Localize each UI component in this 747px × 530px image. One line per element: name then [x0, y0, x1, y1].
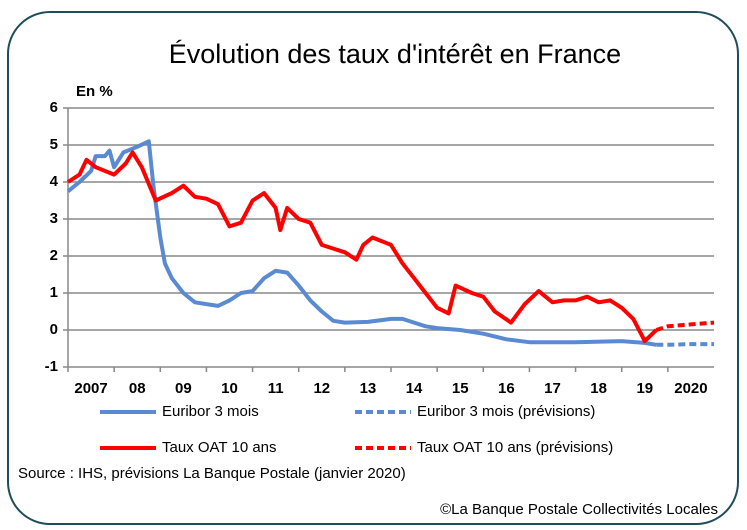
x-tick-label: 2007 [74, 380, 107, 397]
x-tick-label: 2020 [674, 380, 707, 397]
y-tick-label: 5 [50, 136, 58, 153]
x-tick-label: 15 [452, 380, 469, 397]
x-tick-label: 19 [636, 380, 653, 397]
legend-label: Euribor 3 mois [162, 403, 259, 420]
series-line [656, 342, 714, 347]
y-tick-label: 2 [50, 247, 58, 264]
y-tick-label: 4 [50, 173, 59, 190]
y-tick-label: 6 [50, 99, 58, 116]
frame [7, 11, 739, 525]
credit: ©La Banque Postale Collectivités Locales [440, 501, 718, 518]
x-tick-label: 13 [360, 380, 377, 397]
x-tick-label: 14 [406, 380, 423, 397]
x-tick-label: 16 [498, 380, 515, 397]
y-tick-label: -1 [45, 358, 58, 375]
x-tick-label: 10 [221, 380, 238, 397]
y-tick-label: 3 [50, 210, 58, 227]
legend-label: Taux OAT 10 ans [162, 439, 277, 456]
y-axis-label: En % [76, 83, 113, 100]
x-tick-label: 17 [544, 380, 561, 397]
chart-title: Évolution des taux d'intérêt en France [169, 39, 621, 69]
x-tick-label: 09 [175, 380, 192, 397]
y-tick-label: 1 [50, 284, 58, 301]
source: Source : IHS, prévisions La Banque Posta… [18, 465, 406, 482]
series-line [66, 150, 658, 344]
series-line [66, 139, 657, 347]
x-tick-label: 08 [129, 380, 146, 397]
x-tick-label: 11 [268, 380, 284, 397]
y-tick-label: 0 [50, 321, 58, 338]
x-tick-label: 18 [590, 380, 607, 397]
legend-label: Taux OAT 10 ans (prévisions) [417, 439, 613, 456]
legend-label: Euribor 3 mois (prévisions) [417, 403, 595, 420]
series-line [655, 320, 715, 332]
x-tick-label: 12 [313, 380, 330, 397]
